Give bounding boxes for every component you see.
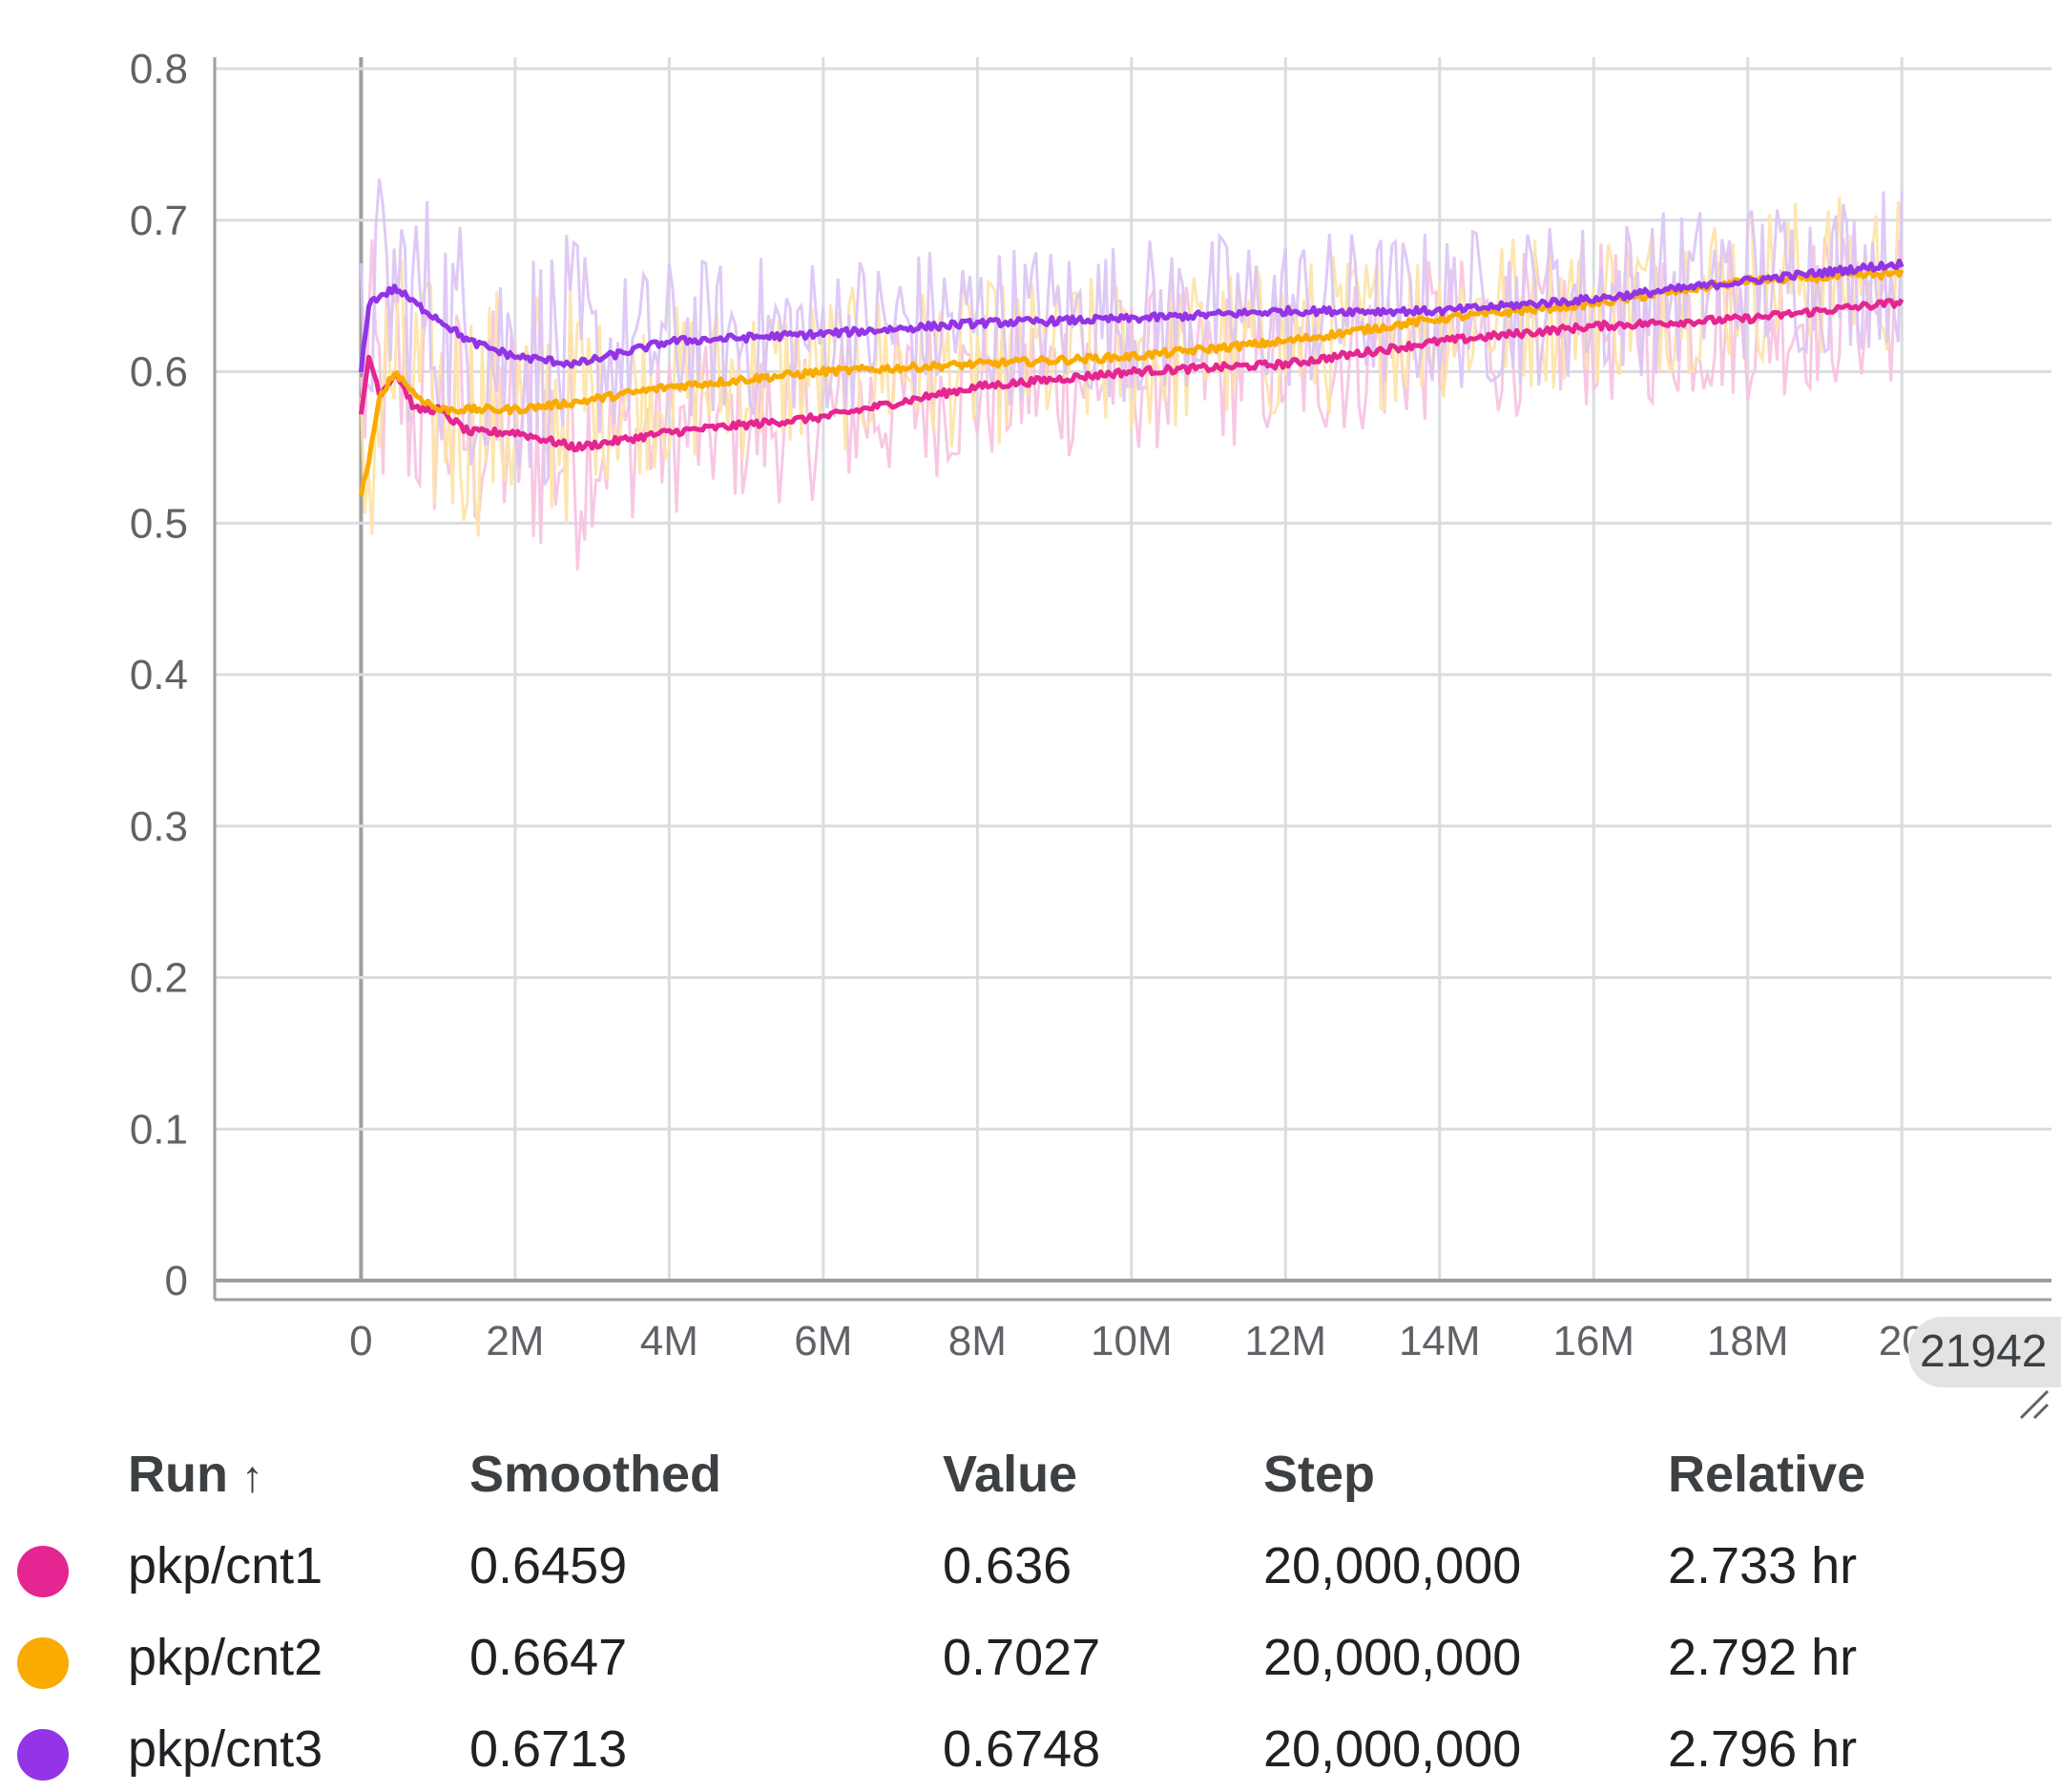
run-color-dot (17, 1729, 69, 1781)
run-name: pkp/cnt2 (128, 1629, 323, 1686)
header-step[interactable]: Step (1263, 1446, 1376, 1503)
run-name: pkp/cnt1 (128, 1537, 323, 1594)
y-tick-label: 0.5 (130, 500, 188, 547)
x-tick-label: 14M (1399, 1318, 1481, 1365)
smoothed-line-pkp-cnt3 (358, 258, 1905, 373)
y-tick-label: 0.3 (130, 803, 188, 850)
raw-value: 0.7027 (943, 1629, 1101, 1686)
relative-time: 2.733 hr (1668, 1537, 1858, 1594)
table-row[interactable]: pkp/cnt1 0.6459 0.636 20,000,000 2.733 h… (0, 1523, 2061, 1609)
smoothed-value: 0.6713 (469, 1720, 628, 1778)
y-tick-label: 0.7 (130, 198, 188, 244)
header-run-label: Run (128, 1446, 228, 1503)
hover-step-pill: 21942 (1908, 1317, 2061, 1387)
y-tick-label: 0.1 (130, 1106, 188, 1153)
relative-time: 2.792 hr (1668, 1629, 1858, 1686)
tick-labels: 0 2M 4M 6M 8M 10M 12M 14M 16M 18M 2000.10.20.30.40… (130, 46, 1926, 1365)
smoothed-value: 0.6459 (469, 1537, 628, 1594)
raw-value: 0.6748 (943, 1720, 1101, 1778)
relative-time: 2.796 hr (1668, 1720, 1858, 1778)
y-tick-label: 0.2 (130, 955, 188, 1002)
table-row[interactable]: pkp/cnt3 0.6713 0.6748 20,000,000 2.796 … (0, 1706, 2061, 1792)
y-tick-label: 0 (165, 1258, 188, 1304)
y-tick-label: 0.8 (130, 46, 188, 93)
y-tick-label: 0.4 (130, 652, 188, 698)
run-color-dot (17, 1637, 69, 1689)
x-tick-label: 12M (1244, 1318, 1326, 1365)
run-color-dot (17, 1546, 69, 1597)
chart-axes (213, 57, 2051, 1302)
x-tick-label: 6M (794, 1318, 852, 1365)
table-row[interactable]: pkp/cnt2 0.6647 0.7027 20,000,000 2.792 … (0, 1615, 2061, 1700)
x-tick-label: 0 (349, 1318, 372, 1365)
y-tick-label: 0.6 (130, 349, 188, 396)
x-tick-label: 18M (1707, 1318, 1789, 1365)
raw-line-pkp-cnt1 (359, 230, 1904, 571)
smoothed-series-layer (358, 258, 1905, 497)
header-run[interactable]: Run ↑ (128, 1431, 263, 1519)
header-relative[interactable]: Relative (1668, 1446, 1866, 1503)
smoothed-line-pkp-cnt1 (358, 298, 1905, 452)
table-header-row: Run ↑ Smoothed Value Step Relative (0, 1431, 2061, 1517)
x-tick-label: 16M (1552, 1318, 1634, 1365)
step-value: 20,000,000 (1263, 1629, 1522, 1686)
x-tick-label: 8M (948, 1318, 1007, 1365)
scalar-chart[interactable]: 0 2M 4M 6M 8M 10M 12M 14M 16M 18M 2000.10.20.30.40… (0, 0, 2061, 1412)
step-value: 20,000,000 (1263, 1537, 1522, 1594)
step-value: 20,000,000 (1263, 1720, 1522, 1778)
sort-ascending-icon[interactable]: ↑ (240, 1451, 263, 1501)
x-tick-label: 2M (486, 1318, 544, 1365)
header-value[interactable]: Value (943, 1446, 1078, 1503)
header-smoothed[interactable]: Smoothed (469, 1446, 721, 1503)
raw-line-pkp-cnt2 (359, 197, 1904, 537)
smoothed-value: 0.6647 (469, 1629, 628, 1686)
x-tick-label: 10M (1091, 1318, 1173, 1365)
run-name: pkp/cnt3 (128, 1720, 323, 1778)
resize-handle-icon[interactable] (2015, 1386, 2053, 1424)
raw-value: 0.636 (943, 1537, 1072, 1594)
x-tick-label: 4M (640, 1318, 698, 1365)
smoothed-line-pkp-cnt2 (358, 268, 1905, 497)
